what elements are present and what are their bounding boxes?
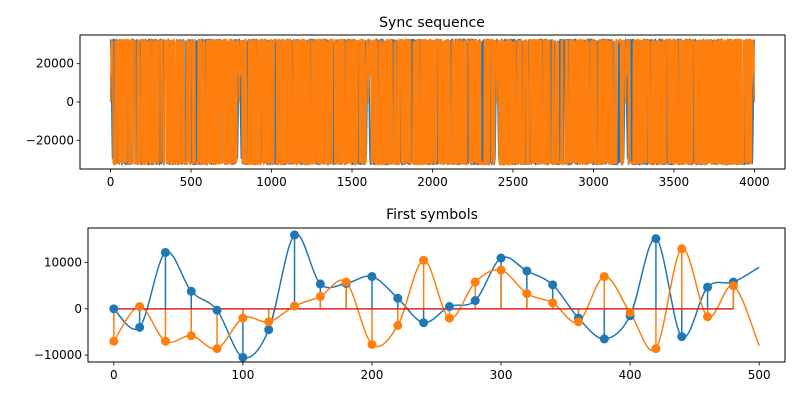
sync-y-axis: −20000 0 20000: [26, 57, 80, 147]
symbols-point: [367, 339, 377, 349]
sync-x-tick-label: 2500: [498, 175, 529, 189]
symbols-x-tick-label: 500: [748, 368, 771, 382]
symbols-point: [315, 291, 325, 301]
symbols-point: [728, 281, 738, 291]
symbols-point: [393, 293, 403, 303]
sync-x-tick-label: 1000: [256, 175, 287, 189]
sync-x-tick-label: 3000: [578, 175, 609, 189]
symbols-point: [599, 272, 609, 282]
symbols-point: [109, 336, 119, 346]
symbols-series-curve: [113, 248, 760, 352]
symbols-x-tick-label: 400: [619, 368, 642, 382]
symbols-point: [212, 305, 222, 315]
symbols-point: [522, 266, 532, 276]
symbols-point: [367, 272, 377, 282]
symbols-point: [186, 286, 196, 296]
symbols-point: [470, 296, 480, 306]
symbols-point: [651, 344, 661, 354]
sync-chart-title: Sync sequence: [379, 15, 485, 31]
symbols-point: [290, 301, 300, 311]
sync-plot-area: [109, 38, 756, 166]
sync-y-tick-label: 0: [66, 95, 74, 109]
symbols-plot-area: [109, 230, 760, 362]
symbols-point: [419, 255, 429, 265]
symbols-point: [651, 234, 661, 244]
symbols-y-tick-label: 0: [74, 302, 82, 316]
symbols-point: [264, 325, 274, 335]
sync-series-line: [109, 38, 756, 166]
symbols-point: [393, 320, 403, 330]
symbols-axes-frame: [87, 227, 786, 363]
sync-x-tick-label: 3500: [659, 175, 690, 189]
symbols-x-tick-label: 300: [490, 368, 513, 382]
symbols-point: [341, 277, 351, 287]
symbols-x-tick-label: 100: [231, 368, 254, 382]
sync-x-tick-label: 2000: [417, 175, 448, 189]
first-symbols-chart: First symbols 0 100 200 300 400 500 −10000 0 10…: [34, 207, 786, 382]
symbols-point: [212, 344, 222, 354]
symbols-point: [419, 318, 429, 328]
symbols-point: [135, 322, 145, 332]
symbols-point: [496, 265, 506, 275]
symbols-point: [160, 247, 170, 257]
sync-sequence-chart: Sync sequence 0 500 1000 1500 2000 2500 3000 35…: [26, 15, 786, 189]
symbols-chart-title: First symbols: [386, 207, 478, 223]
symbols-point: [264, 317, 274, 327]
symbols-point: [290, 230, 300, 240]
symbols-y-tick-label: −10000: [34, 348, 82, 362]
symbols-series-curve: [113, 233, 760, 359]
symbols-x-tick-label: 0: [110, 368, 118, 382]
sync-y-tick-label: −20000: [26, 133, 74, 147]
symbols-point: [677, 332, 687, 342]
symbols-point: [109, 304, 119, 314]
sync-x-tick-label: 500: [180, 175, 203, 189]
symbols-point: [186, 331, 196, 341]
symbols-point: [135, 302, 145, 312]
sync-y-tick-label: 20000: [36, 57, 74, 71]
symbols-point: [677, 244, 687, 254]
sync-x-axis: 0 500 1000 1500 2000 2500 3000 3500 4000: [107, 169, 770, 189]
symbols-point: [703, 312, 713, 322]
symbols-y-axis: −10000 0 10000: [34, 256, 88, 362]
symbols-y-tick-label: 10000: [44, 256, 82, 270]
symbols-point: [522, 289, 532, 299]
symbols-point: [160, 336, 170, 346]
sync-x-tick-label: 0: [107, 175, 115, 189]
symbols-point: [599, 334, 609, 344]
symbols-point: [703, 282, 713, 292]
symbols-point: [625, 308, 635, 318]
symbols-point: [496, 253, 506, 263]
symbols-point: [444, 313, 454, 323]
symbols-x-axis: 0 100 200 300 400 500: [110, 362, 771, 382]
symbols-point: [444, 302, 454, 312]
symbols-point: [470, 277, 480, 287]
sync-x-tick-label: 4000: [739, 175, 770, 189]
symbols-point: [238, 352, 248, 362]
symbols-point: [238, 313, 248, 323]
symbols-point: [548, 280, 558, 290]
symbols-point: [548, 298, 558, 308]
symbols-point: [573, 317, 583, 327]
symbols-point: [315, 279, 325, 289]
symbols-x-tick-label: 200: [361, 368, 384, 382]
sync-x-tick-label: 1500: [337, 175, 368, 189]
